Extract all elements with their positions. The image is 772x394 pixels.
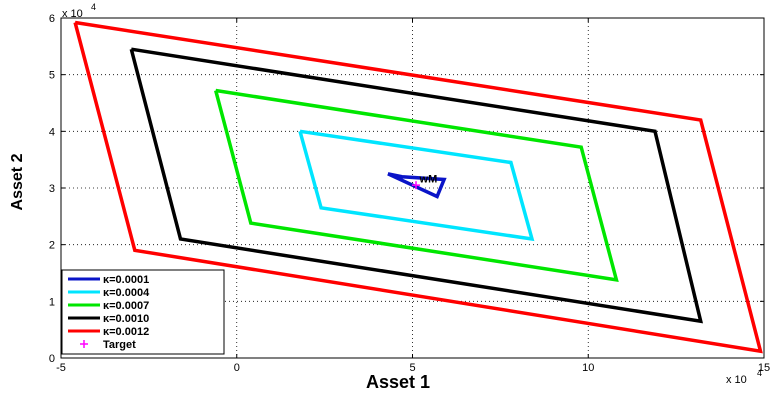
series-line-3 xyxy=(129,47,704,324)
y-scale-label: x 10 4 xyxy=(62,2,96,20)
svg-text:x 10: x 10 xyxy=(726,374,747,386)
series-line-1 xyxy=(298,129,535,242)
x-tick-label: -5 xyxy=(56,362,66,374)
legend-marker xyxy=(80,340,88,348)
x-axis-title: Asset 1 xyxy=(366,372,430,392)
y-axis-title: Asset 2 xyxy=(9,153,26,210)
y-tick-label: 0 xyxy=(49,353,55,365)
legend-label: Target xyxy=(103,339,136,351)
series-layer xyxy=(73,20,763,354)
x-scale-label: x 10 4 xyxy=(726,368,762,386)
x-tick-label: 15 xyxy=(758,362,770,374)
legend-box xyxy=(61,269,225,355)
y-tick-label: 2 xyxy=(49,240,55,252)
svg-text:4: 4 xyxy=(91,2,96,12)
annotation-label: wM xyxy=(419,173,438,185)
series-line-4 xyxy=(73,20,763,354)
y-tick-label: 6 xyxy=(49,13,55,25)
x-tick-label: 0 xyxy=(234,362,240,374)
legend-label: κ=0.0001 xyxy=(103,274,149,286)
y-tick-label: 4 xyxy=(49,126,55,138)
svg-text:4: 4 xyxy=(757,368,762,378)
legend-label: κ=0.0010 xyxy=(103,313,149,325)
x-tick-label: 5 xyxy=(409,362,415,374)
target-point xyxy=(412,181,421,190)
points-layer xyxy=(412,181,421,190)
y-tick-label: 3 xyxy=(49,183,55,195)
y-tick-label: 1 xyxy=(49,296,55,308)
legend-label: κ=0.0004 xyxy=(103,287,150,299)
legend: κ=0.0001κ=0.0004κ=0.0007κ=0.0010κ=0.0012… xyxy=(61,269,225,355)
x-tick-label: 10 xyxy=(582,362,594,374)
legend-label: κ=0.0012 xyxy=(103,326,149,338)
series-line-2 xyxy=(214,88,619,282)
svg-text:x 10: x 10 xyxy=(62,8,83,20)
legend-label: κ=0.0007 xyxy=(103,300,149,312)
annotations-layer: wM xyxy=(419,173,438,185)
series-line-0 xyxy=(387,172,447,199)
y-tick-label: 5 xyxy=(49,70,55,82)
